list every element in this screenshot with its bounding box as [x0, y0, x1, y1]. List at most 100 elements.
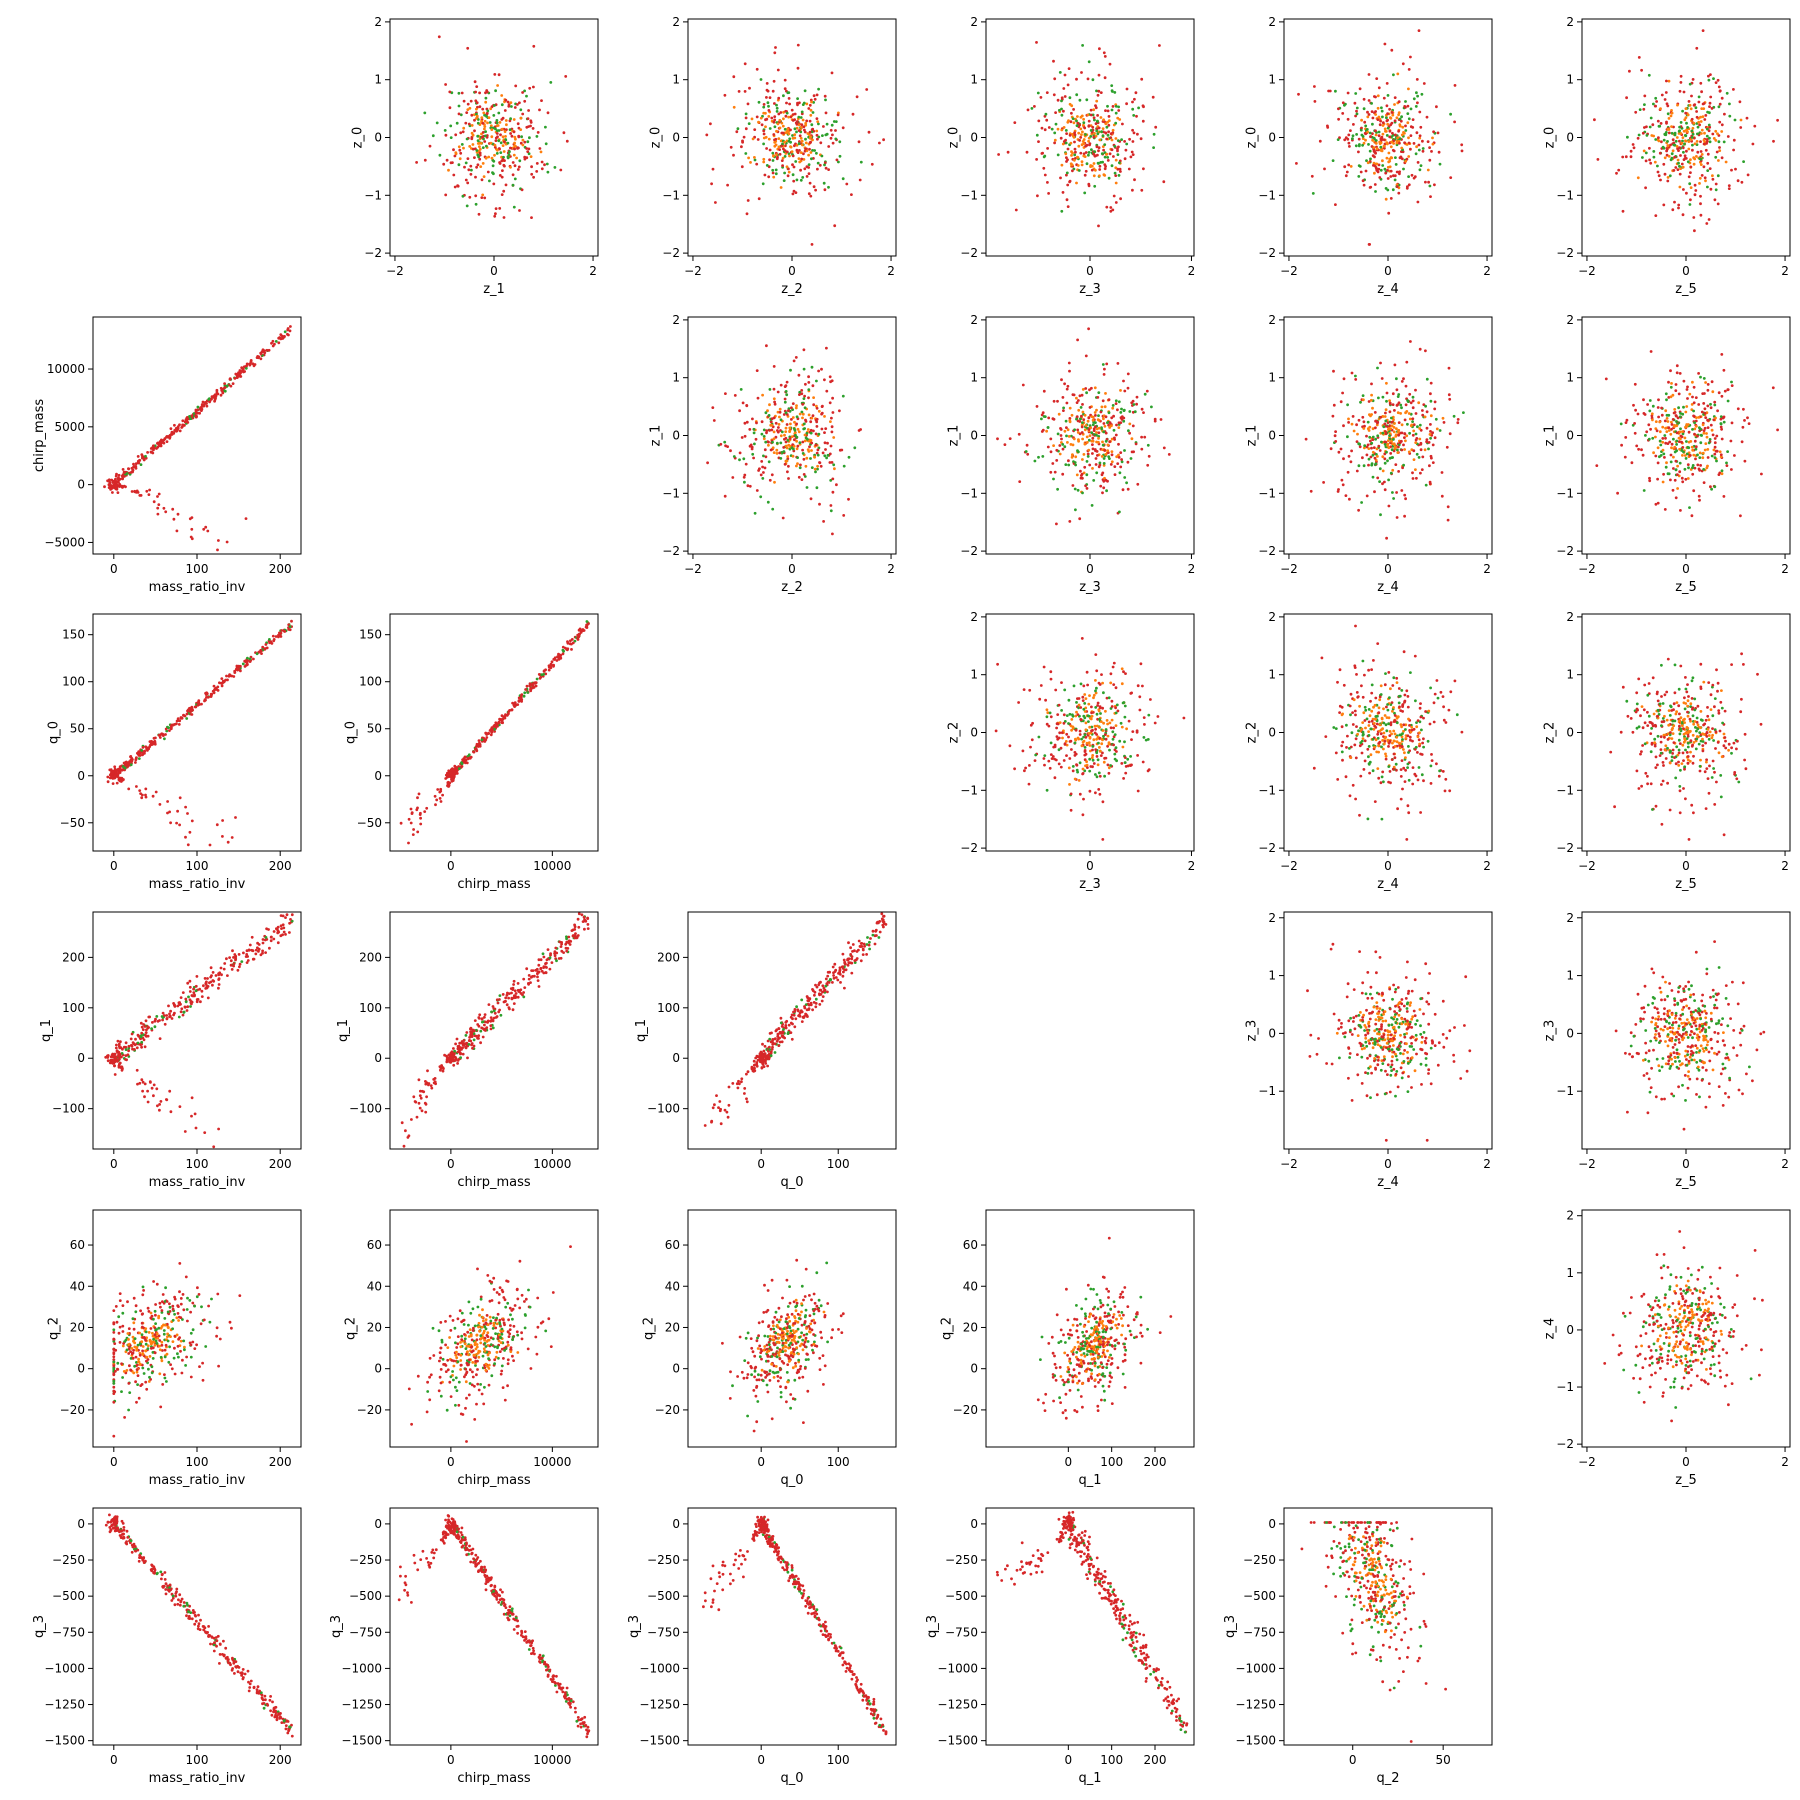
scatter-point	[1081, 410, 1085, 414]
scatter-point	[1056, 487, 1059, 491]
scatter-point	[1068, 179, 1072, 183]
scatter-point	[1367, 99, 1371, 102]
scatter-point	[1063, 445, 1067, 449]
scatter-point	[1703, 411, 1707, 415]
scatter-point	[1740, 180, 1744, 184]
scatter-point	[525, 94, 528, 98]
scatter-point	[1313, 100, 1317, 103]
scatter-point	[1367, 463, 1370, 467]
scatter-point	[1344, 174, 1348, 178]
scatter-point	[1684, 457, 1688, 460]
scatter-point	[1704, 179, 1707, 183]
scatter-point	[747, 122, 751, 125]
scatter-point	[509, 132, 512, 135]
scatter-point	[1112, 428, 1116, 432]
scatter-point	[1716, 78, 1720, 82]
scatter-point	[815, 151, 818, 155]
scatter-point	[830, 425, 834, 429]
scatter-points	[705, 43, 885, 246]
scatter-point	[1399, 412, 1402, 415]
scatter-point	[1659, 107, 1662, 111]
scatter-point	[772, 79, 776, 83]
scatter-point	[1103, 143, 1107, 147]
scatter-point	[1346, 403, 1349, 407]
scatter-point	[1128, 422, 1132, 426]
scatter-point	[271, 344, 275, 348]
scatter-point	[1431, 443, 1435, 447]
scatter-point	[496, 84, 499, 87]
scatter-point	[1102, 422, 1106, 425]
scatter-point	[753, 156, 756, 159]
scatter-point	[1722, 368, 1726, 372]
scatter-point	[1343, 165, 1347, 169]
scatter-point	[1397, 129, 1400, 133]
scatter-point	[1665, 121, 1668, 125]
scatter-point	[1674, 383, 1678, 386]
scatter-point	[813, 455, 816, 459]
scatter-point	[1043, 128, 1047, 132]
scatter-point	[1371, 122, 1374, 126]
scatter-point	[790, 435, 794, 438]
scatter-point	[1677, 206, 1680, 210]
scatter-point	[1086, 455, 1090, 458]
scatter-point	[1701, 29, 1705, 32]
scatter-point	[1386, 177, 1390, 180]
scatter-point	[775, 448, 779, 452]
scatter-point	[503, 140, 506, 144]
scatter-point	[1090, 168, 1094, 172]
scatter-point	[1078, 394, 1082, 398]
scatter-point	[1078, 517, 1082, 521]
scatter-point	[1090, 415, 1094, 418]
scatter-point	[158, 442, 162, 445]
scatter-point	[549, 81, 553, 84]
scatter-point	[1649, 116, 1653, 120]
scatter-point	[1679, 412, 1682, 415]
scatter-point	[1702, 142, 1706, 146]
scatter-point	[1052, 399, 1056, 403]
scatter-point	[1381, 455, 1385, 459]
scatter-point	[784, 384, 788, 387]
scatter-point	[1678, 447, 1681, 451]
scatter-point	[108, 482, 112, 486]
scatter-point	[1383, 442, 1387, 446]
scatter-point	[808, 147, 811, 151]
scatter-point	[1085, 98, 1089, 102]
scatter-point	[1092, 429, 1096, 432]
scatter-point	[535, 677, 539, 681]
scatter-point	[783, 87, 787, 91]
scatter-point	[780, 430, 784, 434]
scatter-point	[1132, 131, 1136, 135]
scatter-point	[134, 462, 138, 466]
scatter-point	[1394, 433, 1398, 437]
scatter-point	[795, 130, 798, 134]
scatter-point	[1687, 440, 1691, 444]
scatter-point	[1355, 423, 1358, 427]
scatter-point	[1648, 125, 1652, 129]
scatter-point	[1408, 431, 1411, 435]
scatter-point	[1381, 121, 1385, 125]
scatter-point	[1348, 497, 1351, 501]
scatter-point	[770, 417, 774, 421]
scatter-point	[530, 165, 533, 169]
scatter-point	[790, 406, 793, 410]
scatter-point	[1097, 426, 1101, 430]
scatter-point	[1099, 484, 1103, 488]
scatter-point	[509, 117, 512, 121]
scatter-point	[1073, 461, 1077, 464]
y-tick-label: 2	[970, 313, 978, 327]
scatter-point	[741, 401, 745, 405]
scatter-point	[1753, 124, 1757, 128]
scatter-point	[1409, 55, 1412, 59]
x-tick-label: 2	[1188, 264, 1196, 278]
y-tick-label: 5000	[54, 420, 85, 434]
scatter-point	[1053, 141, 1056, 145]
scatter-point	[1705, 142, 1708, 145]
scatter-point	[1690, 514, 1694, 518]
scatter-point	[1722, 420, 1726, 424]
scatter-point	[1682, 450, 1685, 454]
scatter-point	[855, 95, 859, 99]
scatter-point	[842, 514, 846, 517]
scatter-point	[1720, 469, 1724, 473]
scatter-point	[1402, 463, 1405, 467]
